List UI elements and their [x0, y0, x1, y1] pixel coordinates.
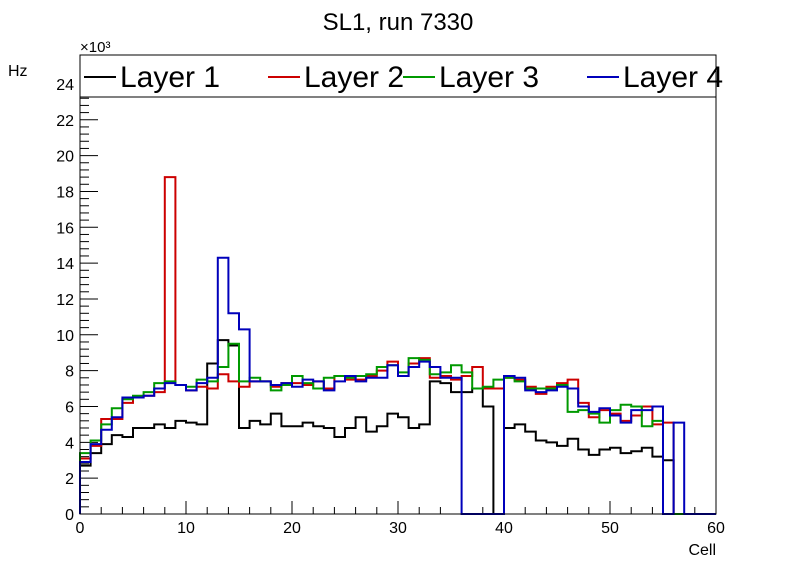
y-tick-label: 22: [56, 113, 74, 130]
y-tick-label: 20: [56, 149, 74, 166]
y-tick-label: 12: [56, 292, 74, 309]
chart-title: SL1, run 7330: [323, 9, 474, 36]
y-axis-title: Hz: [8, 63, 28, 80]
legend-label-layer-2: Layer 2: [304, 61, 404, 94]
x-tick-label: 0: [76, 520, 85, 537]
y-tick-label: 16: [56, 220, 74, 237]
x-tick-label: 50: [601, 520, 619, 537]
y-multiplier-label: ×10³: [80, 39, 110, 56]
legend-entries: Layer 1 Layer 2 Layer 3 Layer 4: [84, 61, 723, 94]
y-tick-label: 6: [65, 399, 74, 416]
y-tick-label: 24: [56, 77, 74, 94]
x-tick-labels: 0 10 20 30 40 50 60: [76, 520, 725, 537]
y-tick-label: 18: [56, 184, 74, 201]
x-axis-title: Cell: [688, 542, 716, 559]
y-tick-label: 14: [56, 256, 74, 273]
legend-label-layer-1: Layer 1: [120, 61, 220, 94]
y-tick-label: 8: [65, 364, 74, 381]
x-tick-label: 40: [495, 520, 513, 537]
series-line-layer-1: [79, 339, 716, 515]
x-tick-label: 20: [283, 520, 301, 537]
y-tick-label: 10: [56, 328, 74, 345]
series-layer: [79, 176, 716, 515]
x-tick-label: 30: [389, 520, 407, 537]
legend: Layer 1 Layer 2 Layer 3 Layer 4: [79, 54, 723, 98]
x-tick-label: 10: [177, 520, 195, 537]
legend-label-layer-3: Layer 3: [439, 61, 539, 94]
axis-ticks: [79, 69, 717, 515]
y-tick-label: 0: [65, 507, 74, 524]
x-tick-label: 60: [707, 520, 725, 537]
y-tick-label: 2: [65, 471, 74, 488]
series-line-layer-4: [79, 256, 716, 515]
legend-label-layer-4: Layer 4: [623, 61, 723, 94]
y-tick-label: 4: [65, 435, 74, 452]
